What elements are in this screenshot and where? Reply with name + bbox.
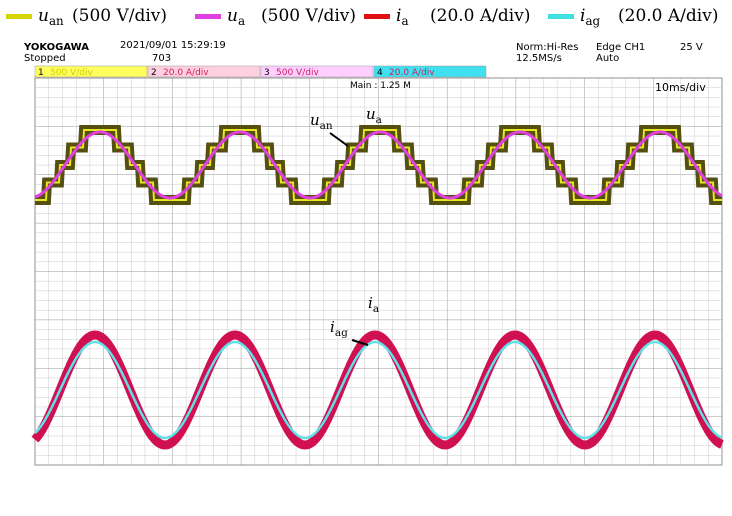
annotation: ua bbox=[366, 105, 382, 126]
symbol: i bbox=[580, 6, 585, 26]
channel-box bbox=[34, 65, 148, 78]
legend-scale: (20.0 A/div) bbox=[430, 6, 530, 26]
channel-box bbox=[260, 65, 374, 78]
trigger-level: 25 V bbox=[680, 42, 703, 53]
legend-scale: (500 V/div) bbox=[72, 6, 167, 26]
subscript: a bbox=[373, 303, 379, 315]
main-label: Main : 1.25 M bbox=[350, 81, 411, 91]
subscript: a bbox=[238, 14, 245, 28]
symbol: u bbox=[38, 6, 49, 26]
subscript: a bbox=[376, 114, 382, 126]
channel-num: 1 bbox=[38, 68, 44, 78]
channel-scale: 20.0 A/div bbox=[389, 68, 435, 78]
timebase: 10ms/div bbox=[655, 81, 706, 94]
legend-symbol: iag bbox=[580, 6, 601, 28]
channel-scale: 500 V/div bbox=[50, 68, 93, 78]
symbol: u bbox=[227, 6, 238, 26]
count: 703 bbox=[152, 53, 171, 64]
channel-scale: 500 V/div bbox=[276, 68, 319, 78]
legend: uan (500 V/div) ua (500 V/div) ia (20.0 A/div… bbox=[6, 6, 718, 28]
channel-scale: 20.0 A/div bbox=[163, 68, 209, 78]
symbol: u bbox=[366, 105, 376, 123]
waveforms bbox=[31, 125, 724, 450]
legend-swatch bbox=[548, 14, 574, 19]
current-ripple bbox=[31, 330, 724, 450]
subscript: an bbox=[320, 120, 333, 132]
legend-scale: (20.0 A/div) bbox=[618, 6, 718, 26]
channel-box bbox=[147, 65, 261, 78]
subscript: ag bbox=[585, 14, 600, 28]
subscript: ag bbox=[335, 327, 348, 339]
channel-bar: 1 500 V/div 2 20.0 A/div 3 500 V/div 4 20.0 A/d… bbox=[34, 65, 487, 78]
legend-symbol: ia bbox=[396, 6, 409, 28]
symbol: i bbox=[330, 318, 335, 336]
phase-voltage bbox=[35, 129, 722, 201]
channel-num: 2 bbox=[151, 68, 157, 78]
pointer bbox=[351, 339, 369, 346]
legend-scale: (500 V/div) bbox=[261, 6, 356, 26]
channel-num: 3 bbox=[264, 68, 270, 78]
symbol: i bbox=[396, 6, 401, 26]
legend-swatch bbox=[364, 14, 390, 19]
brand: YOKOGAWA bbox=[23, 42, 89, 53]
legend-symbol: uan bbox=[38, 6, 64, 28]
status: Stopped bbox=[24, 53, 66, 64]
channel-num: 4 bbox=[377, 68, 383, 78]
trigger: Edge CH1 bbox=[596, 42, 645, 53]
datetime: 2021/09/01 15:29:19 bbox=[120, 40, 226, 51]
subscript: an bbox=[49, 14, 64, 28]
current-ref bbox=[34, 340, 723, 440]
trigger-mode: Auto bbox=[596, 53, 619, 64]
annotation: ia bbox=[368, 294, 379, 315]
mode: Norm:Hi-Res bbox=[516, 42, 578, 53]
pointer bbox=[329, 132, 349, 147]
channel-box bbox=[373, 65, 487, 78]
rate: 12.5MS/s bbox=[516, 53, 562, 64]
symbol: i bbox=[368, 294, 373, 312]
legend-swatch bbox=[195, 14, 221, 19]
subscript: a bbox=[401, 14, 408, 28]
symbol: u bbox=[310, 111, 320, 129]
legend-swatch bbox=[6, 14, 32, 19]
legend-symbol: ua bbox=[227, 6, 245, 28]
annotation: iag bbox=[330, 318, 348, 339]
output-voltage bbox=[34, 130, 723, 200]
annotation: uan bbox=[310, 111, 333, 132]
